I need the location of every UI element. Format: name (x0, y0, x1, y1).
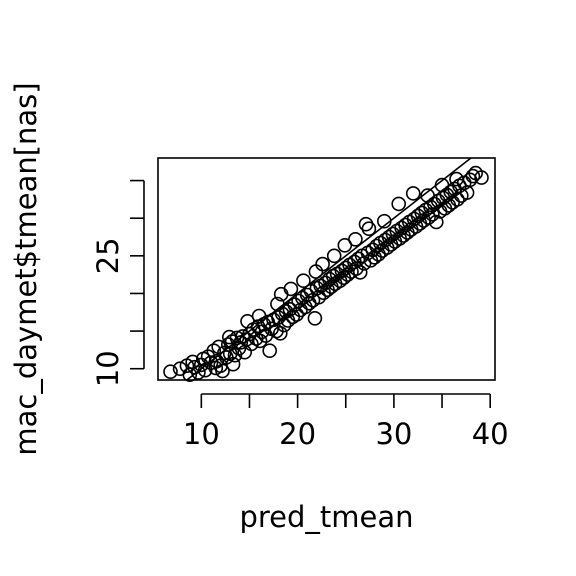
y-axis: 10 25 (91, 181, 144, 388)
y-tick-label: 10 (91, 350, 125, 387)
data-point (308, 312, 321, 325)
y-tick-label: 25 (91, 237, 125, 274)
data-point (407, 187, 420, 200)
data-point (263, 344, 276, 357)
x-tick-label: 40 (472, 417, 509, 451)
x-tick-label: 10 (183, 417, 220, 451)
data-point (284, 282, 297, 295)
data-point (316, 258, 329, 271)
data-points (164, 167, 488, 382)
reference-line-1to1 (187, 158, 471, 380)
x-axis: 10 20 30 40 (183, 394, 509, 451)
data-point (360, 218, 373, 231)
data-point (338, 239, 351, 252)
x-tick-label: 30 (375, 417, 412, 451)
x-axis-title: pred_tmean (239, 500, 413, 534)
x-tick-label: 20 (279, 417, 316, 451)
data-point (392, 197, 405, 210)
data-point (223, 331, 236, 344)
y-axis-title: mac_daymet$tmean[nas] (9, 82, 43, 455)
